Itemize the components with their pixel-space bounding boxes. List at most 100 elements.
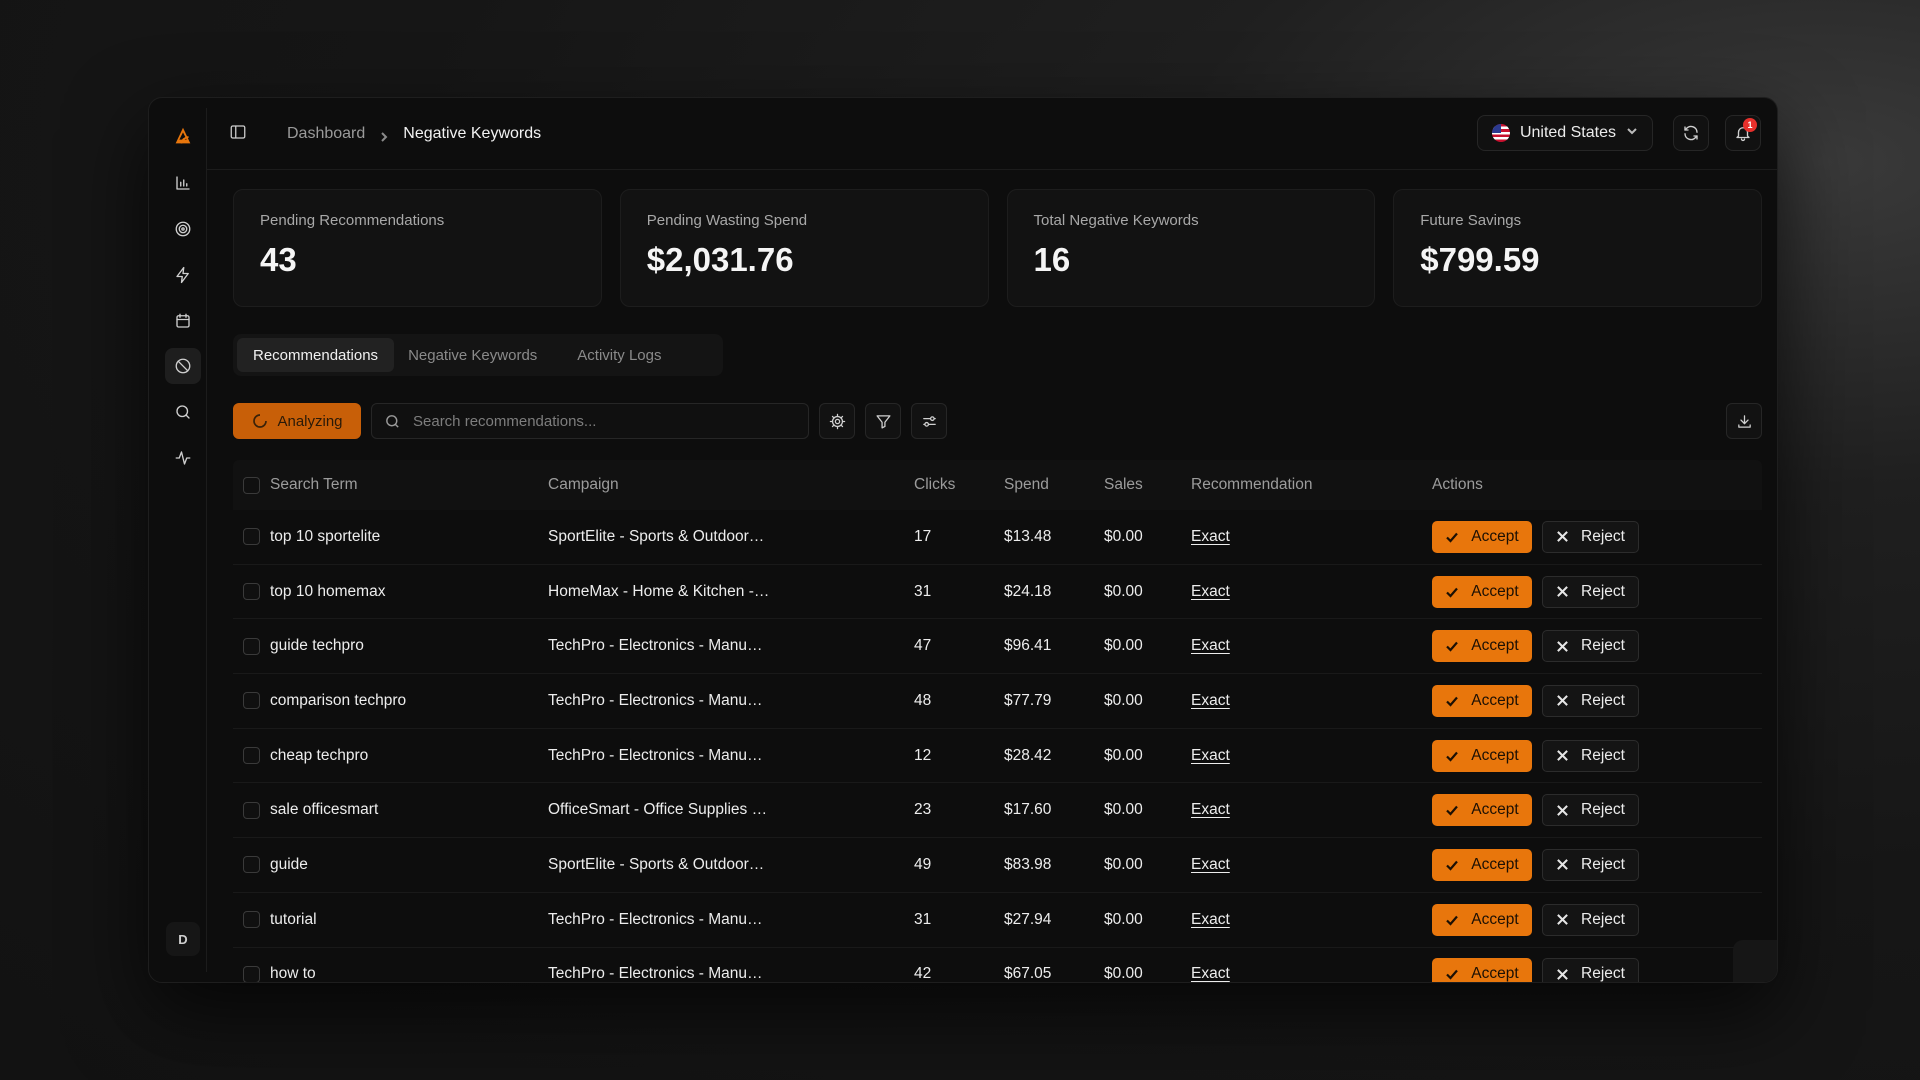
sidebar-item-targets[interactable] [165, 211, 201, 247]
country-selector-label: United States [1519, 124, 1616, 141]
row-checkbox[interactable] [243, 856, 260, 874]
header-recommendation[interactable]: Recommendation [1191, 476, 1313, 493]
reject-button[interactable]: Reject [1542, 630, 1639, 663]
accept-button[interactable]: Accept [1432, 739, 1532, 772]
card-value: $2,031.76 [646, 241, 794, 278]
reject-label: Reject [1581, 965, 1625, 983]
recommendation-match-type-link[interactable]: Exact [1191, 801, 1230, 819]
sidebar-item-analytics[interactable] [165, 165, 201, 201]
row-checkbox[interactable] [243, 911, 260, 929]
sidebar-rail: D [157, 108, 207, 972]
table-row: cheap techpro TechPro - Electronics - Man… [233, 729, 1762, 784]
header-campaign[interactable]: Campaign [548, 476, 619, 493]
reject-label: Reject [1581, 910, 1625, 928]
cell-search-term: sale officesmart [270, 801, 379, 819]
sidebar-item-activity[interactable] [165, 440, 201, 476]
reject-button[interactable]: Reject [1542, 958, 1639, 983]
sidebar-item-schedule[interactable] [165, 303, 201, 339]
accept-button[interactable]: Accept [1432, 630, 1532, 663]
filter-icon [875, 414, 891, 429]
accept-button[interactable]: Accept [1432, 903, 1532, 936]
reject-button[interactable]: Reject [1542, 575, 1639, 608]
recommendation-match-type-link[interactable]: Exact [1191, 582, 1230, 600]
row-checkbox[interactable] [243, 528, 260, 546]
search-box [371, 403, 809, 439]
accept-button[interactable]: Accept [1432, 848, 1532, 881]
row-checkbox[interactable] [243, 637, 260, 655]
refresh-button[interactable] [1673, 115, 1709, 151]
row-checkbox[interactable] [243, 692, 260, 710]
accept-button[interactable]: Accept [1432, 520, 1532, 553]
filter-button[interactable] [865, 403, 901, 439]
row-checkbox[interactable] [243, 801, 260, 819]
cell-recommendation: Exact [1191, 911, 1432, 929]
header-search-term[interactable]: Search Term [270, 476, 358, 493]
accept-button[interactable]: Accept [1432, 794, 1532, 827]
cell-campaign: TechPro - Electronics - Manu… [548, 691, 763, 709]
cell-campaign: SportElite - Sports & Outdoor… [548, 855, 765, 873]
check-icon [1446, 860, 1459, 871]
brand-logo[interactable] [172, 125, 194, 147]
sidebar-item-search[interactable] [165, 394, 201, 430]
notifications-button[interactable]: 1 [1725, 115, 1761, 151]
breadcrumb-dashboard-link[interactable]: Dashboard [287, 125, 366, 142]
accept-button[interactable]: Accept [1432, 575, 1532, 608]
row-checkbox[interactable] [243, 583, 260, 601]
accept-button[interactable]: Accept [1432, 684, 1532, 717]
cell-sales: $0.00 [1104, 855, 1143, 873]
reject-button[interactable]: Reject [1542, 903, 1639, 936]
cell-clicks: 47 [914, 637, 932, 655]
reject-label: Reject [1581, 527, 1625, 545]
row-checkbox[interactable] [243, 747, 260, 765]
chevron-down-icon [1626, 124, 1638, 142]
cell-campaign: TechPro - Electronics - Manu… [548, 910, 763, 928]
sidebar-item-automation[interactable] [165, 257, 201, 293]
reject-button[interactable]: Reject [1542, 794, 1639, 827]
cell-spend: $27.94 [1004, 910, 1052, 928]
toolbar: Analyzing [233, 403, 1762, 439]
card-label: Pending Wasting Spend [646, 212, 808, 229]
card-total-negative-keywords: Total Negative Keywords 16 [1006, 189, 1376, 307]
recommendation-match-type-link[interactable]: Exact [1191, 527, 1230, 545]
header-sales[interactable]: Sales [1104, 476, 1143, 493]
row-select-cell [233, 801, 270, 819]
card-label: Total Negative Keywords [1033, 212, 1199, 229]
recommendation-match-type-link[interactable]: Exact [1191, 910, 1230, 928]
close-icon [1557, 859, 1568, 871]
cell-clicks: 42 [914, 965, 932, 983]
accept-button[interactable]: Accept [1432, 958, 1532, 982]
row-checkbox[interactable] [243, 965, 260, 982]
analyzing-button[interactable]: Analyzing [233, 403, 361, 439]
recommendation-match-type-link[interactable]: Exact [1191, 746, 1230, 764]
country-selector[interactable]: United States [1476, 115, 1653, 151]
download-icon [1737, 414, 1751, 428]
search-input[interactable] [413, 412, 793, 430]
spinner-icon [253, 414, 268, 428]
reject-label: Reject [1581, 746, 1625, 764]
select-all-checkbox[interactable] [243, 476, 260, 494]
cell-sales: $0.00 [1104, 801, 1143, 819]
accept-label: Accept [1471, 637, 1519, 655]
recommendation-match-type-link[interactable]: Exact [1191, 691, 1230, 709]
header-spend[interactable]: Spend [1004, 476, 1049, 493]
notification-badge: 1 [1743, 118, 1757, 132]
tab-negative-keywords[interactable]: Negative Keywords [408, 346, 538, 364]
sidebar-toggle-button[interactable] [229, 123, 249, 143]
user-avatar[interactable]: D [166, 922, 200, 956]
recommendation-match-type-link[interactable]: Exact [1191, 965, 1230, 983]
tab-activity-logs[interactable]: Activity Logs [577, 346, 662, 364]
download-button[interactable] [1726, 403, 1762, 439]
reject-button[interactable]: Reject [1542, 520, 1639, 553]
settings-button[interactable] [819, 403, 855, 439]
reject-button[interactable]: Reject [1542, 739, 1639, 772]
recommendation-match-type-link[interactable]: Exact [1191, 855, 1230, 873]
reject-button[interactable]: Reject [1542, 848, 1639, 881]
sidebar-item-negative-keywords[interactable] [165, 348, 201, 384]
recommendation-match-type-link[interactable]: Exact [1191, 637, 1230, 655]
accept-label: Accept [1471, 801, 1519, 819]
cell-actions: Accept Reject [1432, 739, 1639, 772]
tab-recommendations[interactable]: Recommendations [237, 338, 395, 372]
header-clicks[interactable]: Clicks [914, 476, 956, 493]
adjustments-button[interactable] [911, 403, 947, 439]
reject-button[interactable]: Reject [1542, 684, 1639, 717]
